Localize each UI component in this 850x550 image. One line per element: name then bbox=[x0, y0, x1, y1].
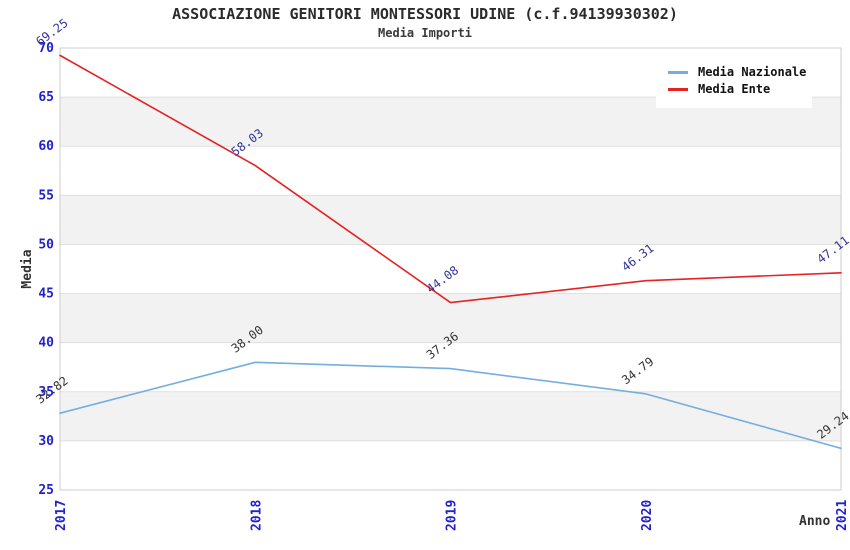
y-tick-label: 55 bbox=[38, 188, 54, 203]
series-line-media-nazionale bbox=[59, 361, 842, 450]
plot-border bbox=[59, 47, 842, 491]
y-tick-label: 45 bbox=[38, 287, 54, 302]
chart-subtitle: Media Importi bbox=[378, 26, 472, 40]
legend-label-media-ente: Media Ente bbox=[698, 82, 771, 96]
x-tick-label: 2019 bbox=[445, 500, 460, 531]
plot-band bbox=[60, 244, 841, 294]
y-tick-label: 65 bbox=[38, 90, 54, 105]
x-tick-label: 2017 bbox=[54, 500, 69, 531]
plot-band bbox=[60, 195, 841, 245]
legend-label-media-nazionale: Media Nazionale bbox=[698, 65, 807, 79]
plot-band bbox=[60, 440, 841, 490]
x-tick-label: 2018 bbox=[249, 500, 264, 531]
y-axis-title: Media bbox=[20, 249, 35, 289]
y-tick-label: 70 bbox=[38, 41, 54, 56]
chart-title: ASSOCIAZIONE GENITORI MONTESSORI UDINE (… bbox=[172, 5, 678, 23]
legend-item-media-ente: Media Ente bbox=[668, 82, 802, 96]
x-tick-label: 2021 bbox=[835, 500, 850, 531]
y-tick-label: 25 bbox=[38, 483, 54, 498]
x-tick-label: 2020 bbox=[640, 500, 655, 531]
y-tick-label: 35 bbox=[38, 385, 54, 400]
series-line-media-ente bbox=[59, 54, 842, 304]
y-tick-label: 50 bbox=[38, 237, 54, 252]
legend-marker-media-nazionale bbox=[668, 70, 688, 74]
legend-item-media-nazionale: Media Nazionale bbox=[668, 65, 806, 79]
plot-band bbox=[60, 146, 841, 196]
x-axis-title: Anno bbox=[799, 514, 831, 529]
legend-marker-media-ente bbox=[668, 87, 688, 91]
y-tick-label: 40 bbox=[38, 336, 54, 351]
legend: Media Nazionale Media Ente bbox=[656, 53, 812, 108]
y-tick-label: 30 bbox=[38, 434, 54, 449]
plot-band bbox=[60, 391, 841, 441]
plot-band bbox=[60, 342, 841, 392]
y-tick-label: 60 bbox=[38, 139, 54, 154]
